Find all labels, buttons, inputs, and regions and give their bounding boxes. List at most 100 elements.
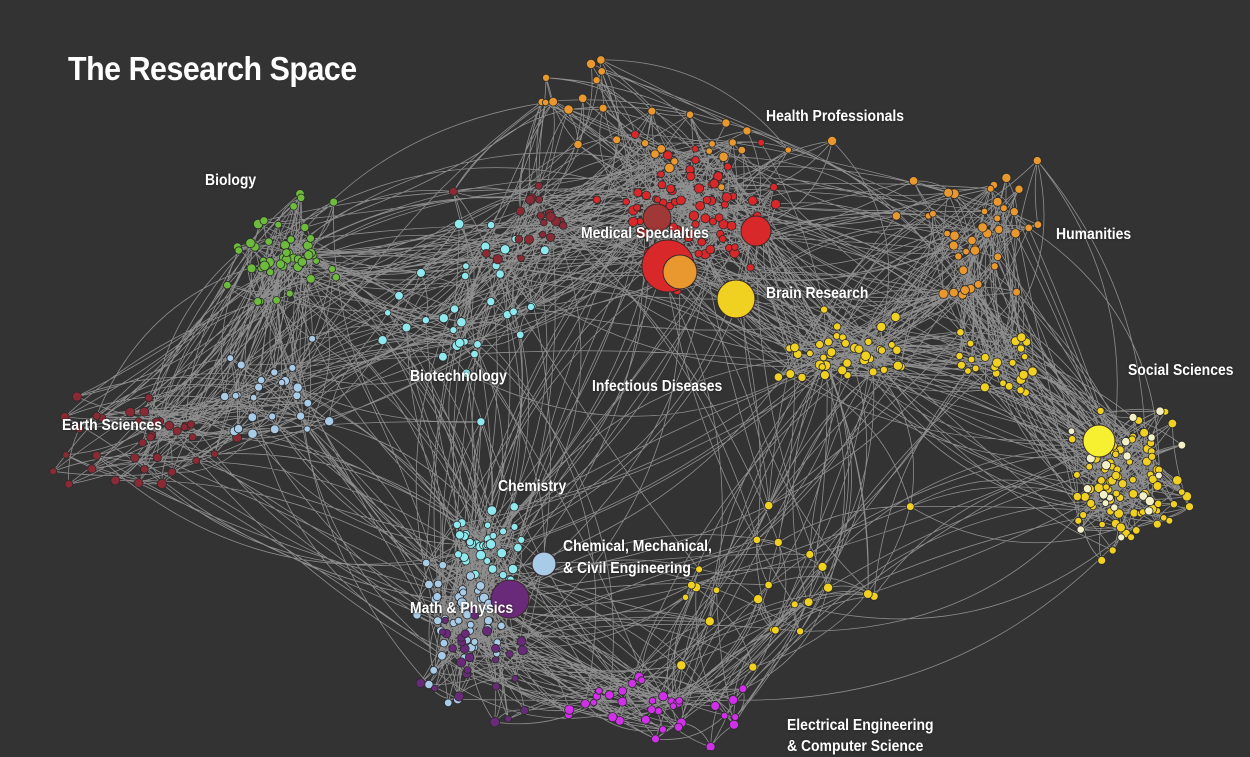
network-node — [721, 192, 732, 203]
network-node — [481, 248, 491, 258]
hub-node — [531, 551, 557, 577]
network-node — [486, 297, 496, 307]
network-node — [824, 337, 833, 347]
hub-node — [716, 279, 756, 319]
network-node — [151, 417, 162, 428]
network-node — [1074, 516, 1083, 525]
network-node — [980, 382, 990, 393]
network-node — [604, 690, 615, 700]
network-node — [773, 537, 783, 547]
network-node — [1152, 481, 1163, 491]
network-node — [864, 337, 873, 346]
network-node — [757, 138, 765, 147]
network-node — [460, 629, 470, 639]
page-title: The Research Space — [68, 50, 357, 87]
cluster-label-eecs-line-1: Electrical Engineering — [787, 717, 934, 734]
network-node — [433, 579, 443, 589]
network-node — [254, 382, 264, 392]
network-node — [731, 243, 739, 251]
cluster-label-brain-research: Brain Research — [766, 285, 869, 302]
network-node — [563, 104, 574, 115]
network-node — [887, 341, 896, 349]
network-node — [956, 328, 965, 337]
network-node — [516, 330, 525, 339]
network-node — [688, 229, 696, 237]
network-node — [1012, 288, 1021, 297]
network-node — [980, 207, 989, 216]
network-node — [491, 656, 500, 664]
network-node — [421, 316, 430, 325]
network-node — [668, 222, 678, 232]
network-node — [156, 478, 167, 489]
network-node — [726, 220, 737, 231]
network-node — [259, 260, 270, 272]
network-node — [130, 453, 140, 463]
network-node — [1128, 412, 1138, 422]
network-node — [491, 682, 501, 691]
network-node — [876, 321, 887, 332]
cluster-label-biology: Biology — [205, 172, 257, 189]
network-node — [473, 340, 482, 349]
network-node — [514, 234, 523, 244]
network-node — [525, 194, 536, 205]
network-node — [980, 352, 990, 362]
network-node — [993, 252, 1002, 261]
network-node — [954, 252, 963, 261]
network-node — [790, 600, 799, 609]
network-node — [578, 93, 588, 104]
network-node — [607, 712, 618, 723]
network-node — [999, 204, 1008, 213]
network-node — [49, 467, 58, 476]
network-node — [764, 580, 773, 590]
network-node — [647, 106, 657, 116]
network-node — [627, 216, 639, 227]
network-node — [140, 464, 149, 474]
network-node — [658, 691, 669, 702]
network-node — [949, 230, 960, 241]
network-node — [125, 406, 136, 418]
network-node — [328, 265, 337, 273]
network-node — [384, 309, 392, 317]
network-node — [1033, 220, 1043, 229]
network-node — [823, 582, 834, 593]
cluster-label-eecs-line-2: & Computer Science — [787, 738, 924, 755]
network-node — [444, 698, 453, 707]
network-node — [439, 639, 449, 648]
network-node — [285, 289, 294, 298]
network-node — [890, 311, 901, 322]
network-node — [486, 505, 498, 516]
network-node — [517, 536, 526, 544]
network-node — [723, 162, 732, 171]
network-node — [967, 235, 977, 245]
network-node — [1108, 546, 1117, 555]
network-node — [877, 346, 887, 355]
network-node — [438, 628, 447, 636]
network-node — [1112, 489, 1121, 498]
network-node — [483, 521, 492, 529]
network-node — [653, 196, 662, 204]
network-node — [134, 417, 143, 426]
network-node — [1101, 499, 1110, 507]
network-node — [748, 662, 758, 672]
network-node — [1169, 500, 1178, 509]
hub-node — [740, 215, 772, 247]
edge-bundle — [52, 59, 1190, 748]
network-node — [712, 586, 721, 594]
network-node — [536, 211, 545, 220]
network-node — [541, 98, 550, 107]
network-node — [955, 351, 964, 360]
network-node — [863, 589, 873, 599]
network-node — [1155, 471, 1163, 480]
network-node — [1147, 433, 1156, 442]
network-node — [676, 195, 686, 206]
network-node — [1016, 344, 1026, 353]
network-node — [526, 302, 535, 311]
network-node — [674, 722, 684, 732]
network-node — [938, 288, 949, 299]
network-node — [1139, 427, 1149, 438]
network-node — [664, 162, 675, 174]
network-node — [1086, 498, 1096, 508]
network-node — [752, 535, 762, 545]
network-node — [753, 594, 764, 605]
network-node — [226, 354, 235, 362]
